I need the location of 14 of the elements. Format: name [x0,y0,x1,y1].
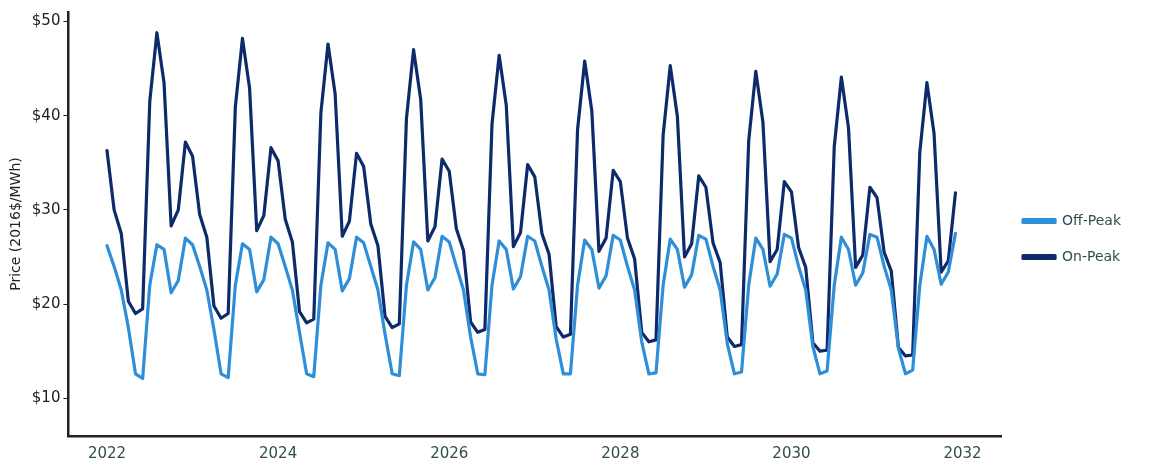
x-tick-label: 2024 [259,443,298,462]
legend-label: Off-Peak [1062,211,1122,228]
x-tick-label: 2026 [430,443,469,462]
y-axis-title: Price (2016$/MWh) [7,157,24,291]
x-tick-label: 2030 [772,443,811,462]
x-tick-label: 2028 [601,443,640,462]
x-tick-label: 2022 [87,443,127,462]
y-tick-label: $20 [31,293,61,312]
y-tick-label: $30 [31,199,61,218]
y-tick-label: $50 [31,11,61,30]
y-tick-label: $40 [31,105,61,124]
x-tick-label: 2032 [943,443,982,462]
y-tick-label: $10 [31,388,61,407]
legend-label: On-Peak [1062,247,1122,264]
